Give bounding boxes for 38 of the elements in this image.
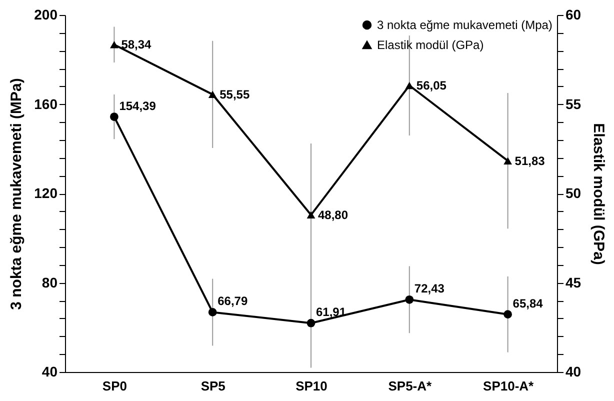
data-label: 55,55: [220, 87, 250, 102]
point: [208, 308, 217, 316]
point: [504, 157, 512, 164]
x-tick-label: SP5-A*: [388, 378, 433, 394]
legend-label: Elastik modül (GPa): [377, 38, 484, 52]
data-label: 51,83: [514, 154, 546, 168]
x-tick-label: SP5: [200, 378, 226, 394]
y-tick-label: 160: [34, 96, 58, 112]
y2-axis-title: Elastik modül (GPa): [590, 123, 608, 265]
data-label: 66,79: [218, 294, 248, 308]
data-label: 154,39: [119, 98, 156, 113]
y-axis-title: 3 nokta eğme mukavemeti (MPa): [8, 78, 26, 310]
x-tick-label: SP10: [296, 378, 328, 394]
y-tick-label: 200: [34, 6, 58, 22]
data-label: 72,43: [414, 282, 445, 296]
y-tick-label: 80: [42, 274, 58, 290]
point: [405, 82, 414, 90]
y2-tick-label: 40: [566, 364, 582, 380]
legend-label: 3 nokta eğme mukavemeti (Mpa): [377, 18, 552, 32]
point: [306, 318, 316, 328]
point: [306, 211, 316, 219]
y-tick-label: 40: [42, 364, 58, 380]
point: [504, 310, 512, 319]
y2-tick-label: 50: [566, 185, 582, 201]
y2-tick-label: 55: [566, 96, 582, 112]
data-label: 65,84: [512, 296, 544, 310]
y2-tick-label: 60: [566, 6, 582, 22]
point: [110, 112, 118, 121]
y-tick-label: 120: [34, 185, 58, 201]
point: [405, 295, 414, 304]
x-tick-label: SP10-A*: [483, 378, 535, 394]
point: [208, 90, 217, 98]
data-label: 48,80: [318, 208, 348, 222]
data-label: 58,34: [121, 38, 152, 52]
x-tick-label: SP0: [102, 378, 127, 394]
data-label: 56,05: [416, 78, 447, 93]
y2-tick-label: 45: [566, 274, 582, 290]
point: [110, 41, 118, 48]
